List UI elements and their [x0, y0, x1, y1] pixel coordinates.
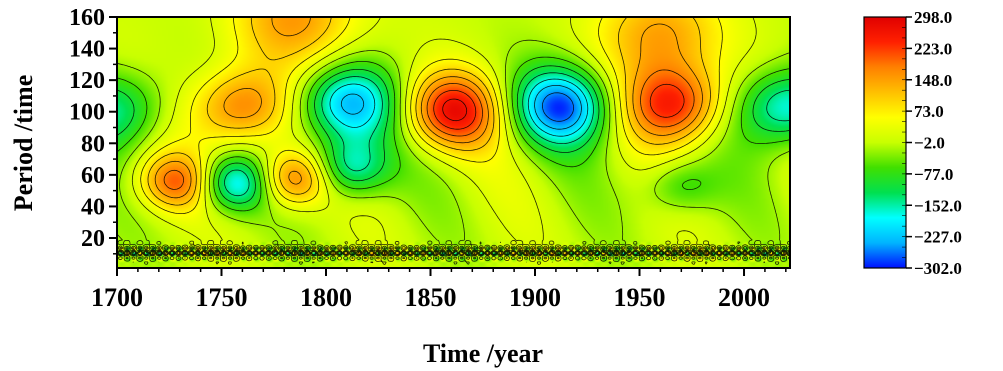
x-tick-label: 2000: [718, 283, 770, 312]
x-axis-title: Time /year: [423, 339, 543, 368]
x-tick-label: 1800: [300, 283, 352, 312]
colorbar-ticks: 298.0 223.0 148.0 73.0 −2.0 −77.0 −152.0 −227.0…: [902, 8, 962, 278]
colorbar-tick-label: −2.0: [914, 134, 945, 153]
plot-area: [117, 17, 790, 268]
y-axis: 20 40 60 80 100 120 140 160: [69, 5, 117, 254]
x-tick-label: 1850: [405, 283, 457, 312]
colorbar-tick-label: 223.0: [914, 39, 952, 58]
x-axis: 1700 1750 1800 1850 1900 1950 2000: [91, 268, 786, 312]
y-tick-label: 120: [69, 68, 105, 94]
colorbar-gradient: [864, 17, 906, 268]
colorbar-tick-label: −77.0: [914, 165, 953, 184]
y-tick-label: 40: [81, 194, 105, 220]
colorbar-tick-label: 73.0: [914, 102, 944, 121]
colorbar-tick-label: −302.0: [914, 259, 962, 278]
y-tick-label: 160: [69, 5, 105, 31]
y-tick-label: 20: [81, 226, 105, 252]
colorbar-tick-label: −227.0: [914, 228, 962, 247]
x-tick-label: 1900: [509, 283, 561, 312]
y-tick-label: 60: [81, 163, 105, 189]
y-tick-label: 100: [69, 100, 105, 126]
y-tick-label: 80: [81, 131, 105, 157]
colorbar-tick-label: 298.0: [914, 8, 952, 27]
x-tick-label: 1950: [614, 283, 666, 312]
y-axis-title: Period /time: [9, 75, 38, 211]
x-tick-label: 1750: [196, 283, 248, 312]
x-tick-label: 1700: [91, 283, 143, 312]
colorbar-tick-label: 148.0: [914, 71, 952, 90]
colorbar: 298.0 223.0 148.0 73.0 −2.0 −77.0 −152.0 −227.0…: [864, 8, 962, 278]
y-tick-label: 140: [69, 37, 105, 63]
heatmap-field: [117, 17, 790, 268]
colorbar-tick-label: −152.0: [914, 196, 962, 215]
